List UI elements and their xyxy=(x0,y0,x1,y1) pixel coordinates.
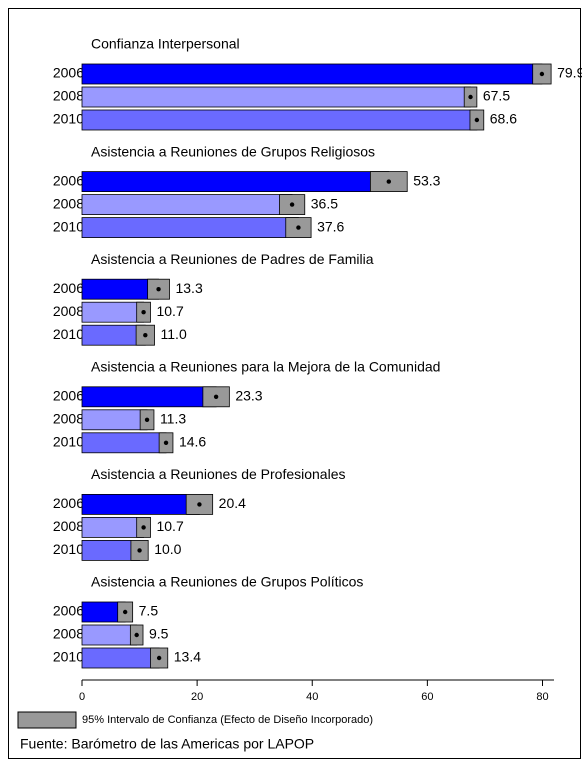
x-tick-label: 20 xyxy=(191,691,203,703)
point-estimate xyxy=(213,394,219,399)
y-tick-label: 2006 xyxy=(53,388,84,404)
value-label: 9.5 xyxy=(149,626,169,642)
value-label: 13.3 xyxy=(175,280,202,296)
bar xyxy=(81,171,390,193)
bar xyxy=(81,493,200,515)
bar xyxy=(81,63,543,85)
value-label: 36.5 xyxy=(311,195,338,211)
panel-title: Asistencia a Reuniones de Grupos Polític… xyxy=(91,574,363,590)
y-tick-label: 2010 xyxy=(53,541,84,557)
bar xyxy=(81,278,159,300)
point-estimate xyxy=(141,310,146,315)
value-label: 10.0 xyxy=(154,541,181,557)
value-label: 7.5 xyxy=(139,603,159,619)
value-label: 20.4 xyxy=(219,495,246,511)
panel-title: Asistencia a Reuniones de Padres de Fami… xyxy=(91,251,374,267)
x-tick-label: 60 xyxy=(421,691,433,703)
value-label: 53.3 xyxy=(413,172,440,188)
value-label: 79.9 xyxy=(557,65,582,81)
x-tick-label: 40 xyxy=(306,691,318,703)
point-estimate xyxy=(156,655,162,661)
bar xyxy=(81,217,299,239)
value-label: 10.7 xyxy=(156,303,183,319)
point-estimate xyxy=(539,71,545,77)
y-tick-label: 2006 xyxy=(53,172,84,188)
y-tick-label: 2006 xyxy=(53,280,84,296)
source: Fuente: Barómetro de las Americas por LA… xyxy=(20,736,314,752)
bar xyxy=(81,109,478,131)
point-estimate xyxy=(197,502,202,507)
point-estimate xyxy=(137,548,142,553)
y-tick-label: 2010 xyxy=(53,649,84,665)
y-tick-label: 2010 xyxy=(53,326,84,342)
bar xyxy=(81,517,144,538)
value-label: 68.6 xyxy=(490,111,517,127)
bar xyxy=(81,386,217,408)
y-tick-label: 2010 xyxy=(53,111,84,127)
y-tick-label: 2006 xyxy=(53,65,84,81)
panel-title: Asistencia a Reuniones de Profesionales xyxy=(91,466,346,482)
y-tick-label: 2010 xyxy=(53,218,84,234)
legend-label: 95% Intervalo de Confianza (Efecto de Di… xyxy=(82,714,373,726)
y-tick-label: 2006 xyxy=(53,603,84,619)
point-estimate xyxy=(386,179,391,184)
point-estimate xyxy=(144,417,150,422)
y-tick-label: 2008 xyxy=(53,88,84,104)
point-estimate xyxy=(296,225,301,230)
y-tick-label: 2008 xyxy=(53,518,84,534)
point-estimate xyxy=(289,202,295,207)
y-tick-label: 2006 xyxy=(53,495,84,511)
panel-title: Confianza Interpersonal xyxy=(91,36,240,52)
y-tick-label: 2010 xyxy=(53,434,84,450)
legend-swatch xyxy=(17,711,77,729)
x-tick-label: 0 xyxy=(79,691,85,703)
bar xyxy=(81,624,138,646)
point-estimate xyxy=(122,609,128,615)
point-estimate xyxy=(163,440,169,445)
bar xyxy=(81,432,167,454)
value-label: 11.0 xyxy=(161,326,187,342)
value-label: 14.6 xyxy=(179,434,206,450)
bar xyxy=(81,86,471,108)
value-label: 13.4 xyxy=(174,649,201,665)
value-label: 37.6 xyxy=(317,218,344,234)
point-estimate xyxy=(474,117,480,123)
y-tick-label: 2008 xyxy=(53,411,84,427)
bar xyxy=(81,647,160,669)
y-tick-label: 2008 xyxy=(53,626,84,642)
value-label: 10.7 xyxy=(156,518,183,534)
bar xyxy=(81,409,148,431)
point-estimate xyxy=(468,94,473,100)
panel-title: Asistencia a Reuniones de Grupos Religio… xyxy=(91,143,375,159)
bar xyxy=(81,301,144,323)
value-label: 23.3 xyxy=(235,388,262,404)
bar xyxy=(81,194,293,216)
point-estimate xyxy=(143,333,148,338)
x-tick-label: 80 xyxy=(536,691,548,703)
point-estimate xyxy=(141,525,146,530)
point-estimate xyxy=(134,632,139,638)
value-label: 67.5 xyxy=(483,88,510,104)
value-label: 11.3 xyxy=(160,411,186,427)
panel-title: Asistencia a Reuniones para la Mejora de… xyxy=(91,359,440,375)
y-tick-label: 2008 xyxy=(53,303,84,319)
y-tick-label: 2008 xyxy=(53,195,84,211)
frame xyxy=(8,8,581,759)
point-estimate xyxy=(156,287,161,292)
